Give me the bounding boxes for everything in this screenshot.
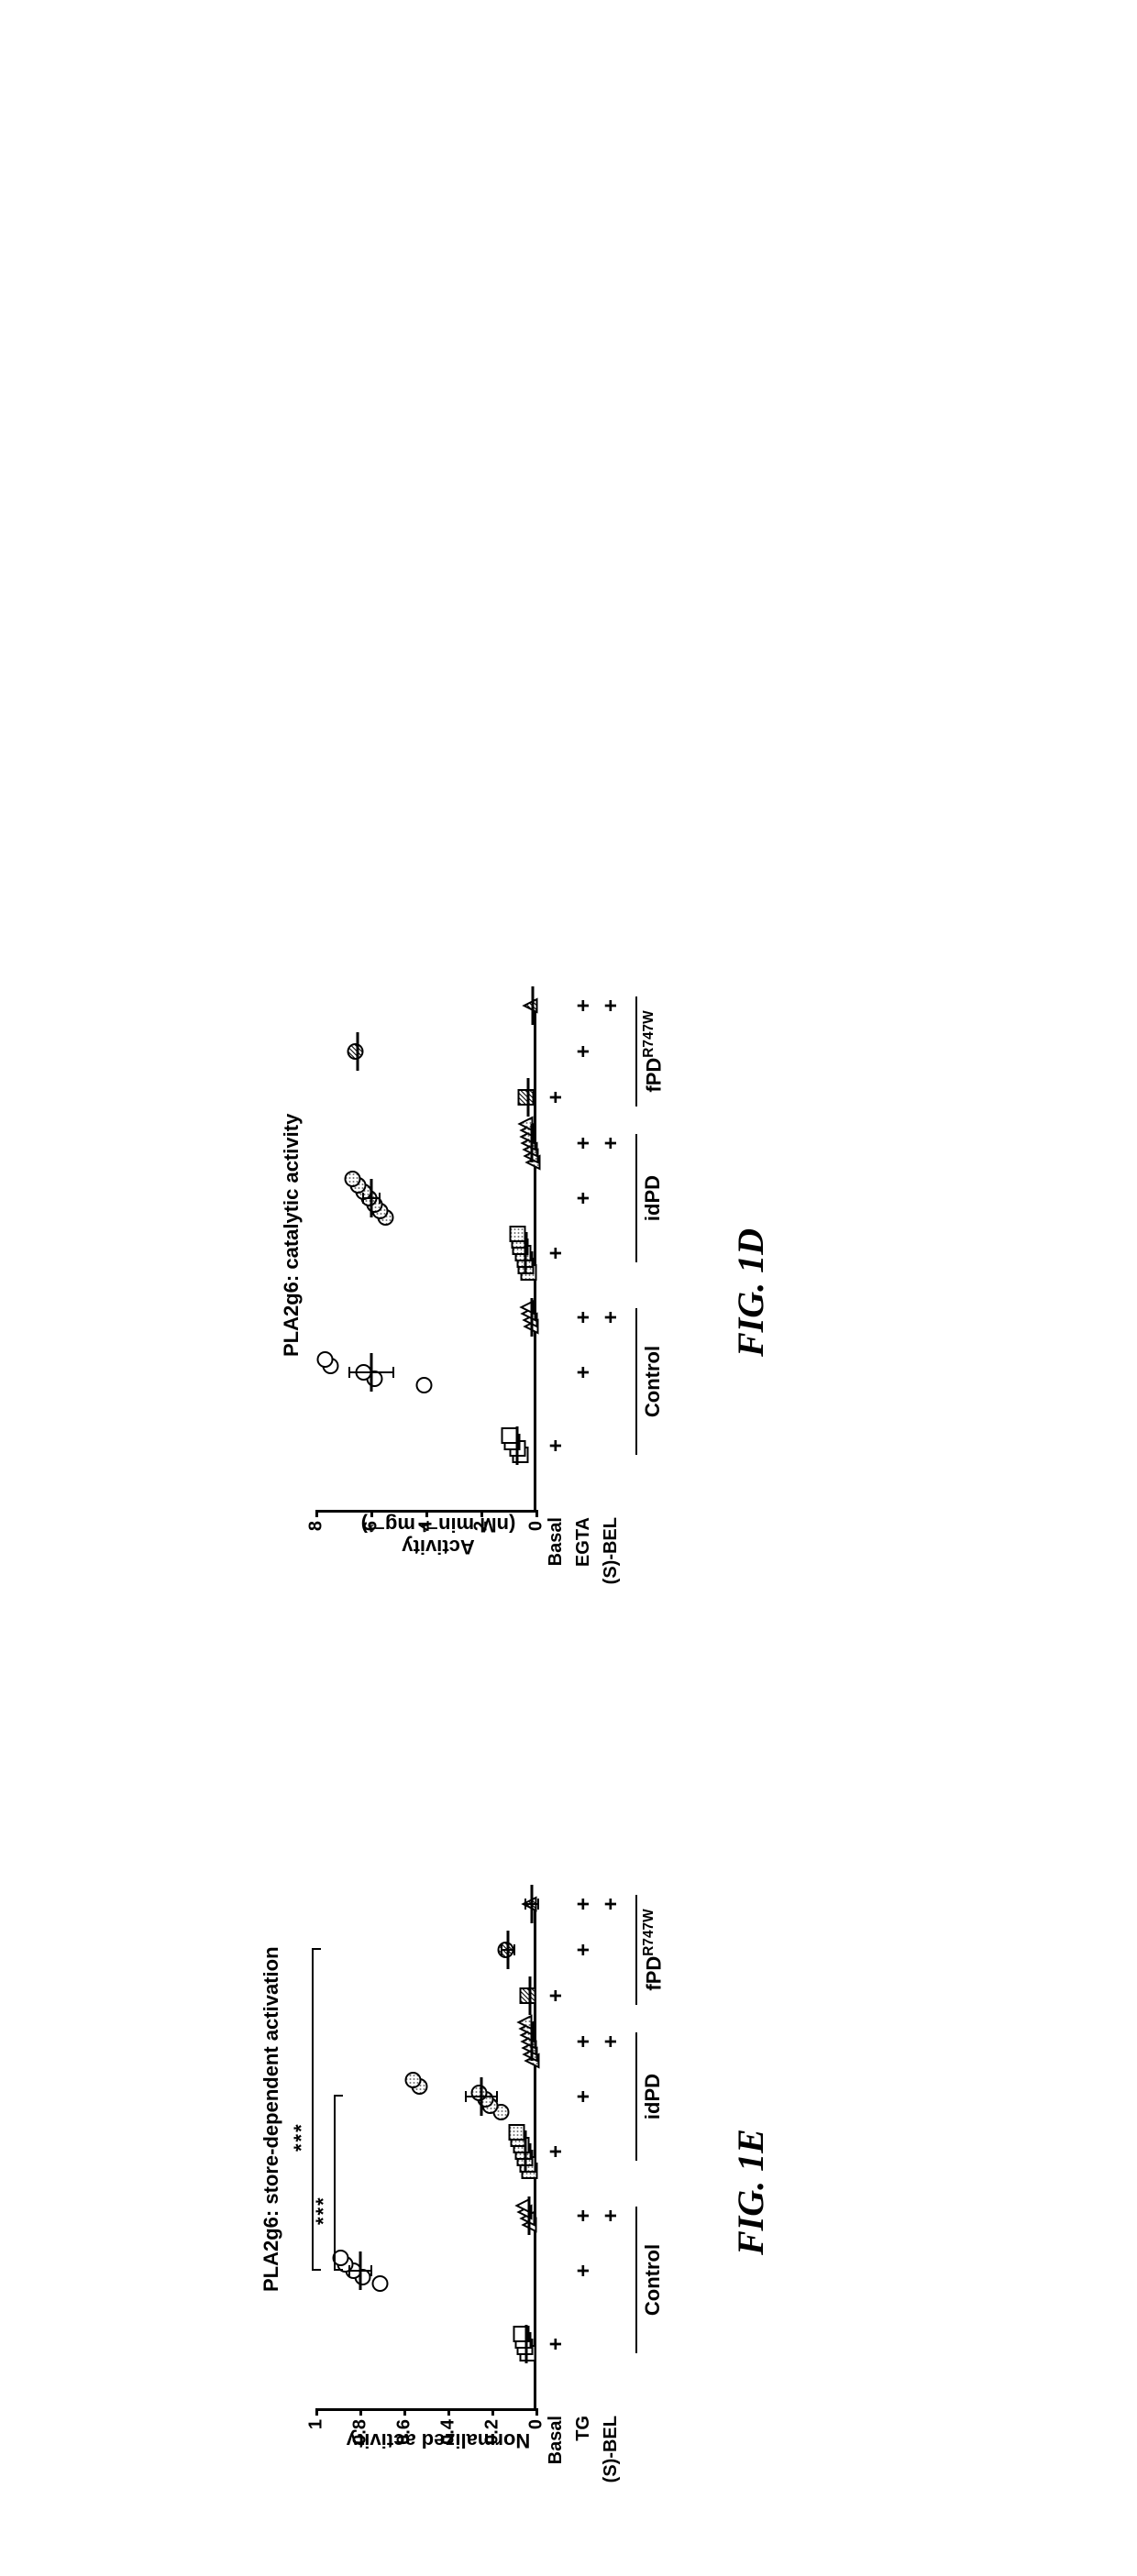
error-cap xyxy=(501,1944,502,1955)
condition-plus: + xyxy=(599,2032,624,2051)
condition-plus: + xyxy=(571,2262,597,2280)
mean-line xyxy=(530,2022,533,2061)
condition-plus: + xyxy=(571,2087,597,2106)
mean-line xyxy=(525,2325,528,2363)
chart-title: PLA2g6: store-dependent activation xyxy=(259,1946,283,2292)
sig-bracket-drop xyxy=(312,1948,321,1950)
sig-bracket-drop xyxy=(334,2269,343,2271)
sig-stars: *** xyxy=(312,2196,336,2225)
data-point xyxy=(517,2014,538,2031)
error-bar xyxy=(502,1949,514,1951)
sig-bracket xyxy=(334,2097,336,2271)
condition-plus: + xyxy=(571,2207,597,2225)
condition-plus: + xyxy=(599,1895,624,1913)
condition-plus: + xyxy=(571,2032,597,2051)
group-underline xyxy=(635,1895,637,2005)
error-cap xyxy=(513,1944,515,1955)
y-tick-label: 0 xyxy=(526,2408,547,2429)
error-bar xyxy=(525,1903,538,1905)
y-tick-label: 1 xyxy=(306,2408,327,2429)
condition-label: Basal xyxy=(546,2416,567,2491)
y-axis-label: Normalized activity xyxy=(328,2428,548,2452)
error-cap xyxy=(348,2265,350,2276)
condition-label: TG xyxy=(573,2416,594,2491)
sig-bracket xyxy=(312,1950,314,2271)
data-point xyxy=(405,2073,426,2089)
fig-label-1e: FIG. 1E xyxy=(729,2129,772,2255)
condition-plus: + xyxy=(571,1941,597,1959)
data-point xyxy=(515,2198,536,2215)
group-label: Control xyxy=(641,2216,665,2344)
group-underline xyxy=(635,2207,637,2353)
sig-stars: *** xyxy=(290,2122,314,2152)
error-bar xyxy=(466,2096,497,2097)
error-bar xyxy=(349,2270,371,2272)
data-point xyxy=(513,2327,534,2343)
condition-plus: + xyxy=(544,2142,569,2161)
group-underline xyxy=(635,2032,637,2161)
group-label: idPD xyxy=(641,2032,665,2161)
mean-line xyxy=(528,1976,531,2015)
sig-bracket-drop xyxy=(312,2269,321,2271)
group-label: fPDR747W xyxy=(641,1886,666,2014)
condition-plus: + xyxy=(599,2207,624,2225)
condition-label: (S)-BEL xyxy=(601,2416,622,2491)
error-cap xyxy=(370,2265,372,2276)
error-cap xyxy=(524,1899,526,1910)
error-cap xyxy=(496,2091,498,2102)
panel-fig-1e: PLA2g6: store-dependent activation 00.20… xyxy=(289,798,839,2576)
condition-plus: + xyxy=(544,1987,569,2005)
sig-bracket-drop xyxy=(334,2095,343,2097)
mean-line xyxy=(524,2132,527,2171)
condition-plus: + xyxy=(544,2335,569,2353)
mean-line xyxy=(527,2196,530,2235)
error-cap xyxy=(537,1899,539,1910)
condition-plus: + xyxy=(571,1895,597,1913)
error-cap xyxy=(465,2091,467,2102)
chart-area-1e: 00.20.40.60.81Normalized activityBasal++… xyxy=(316,1898,536,2411)
